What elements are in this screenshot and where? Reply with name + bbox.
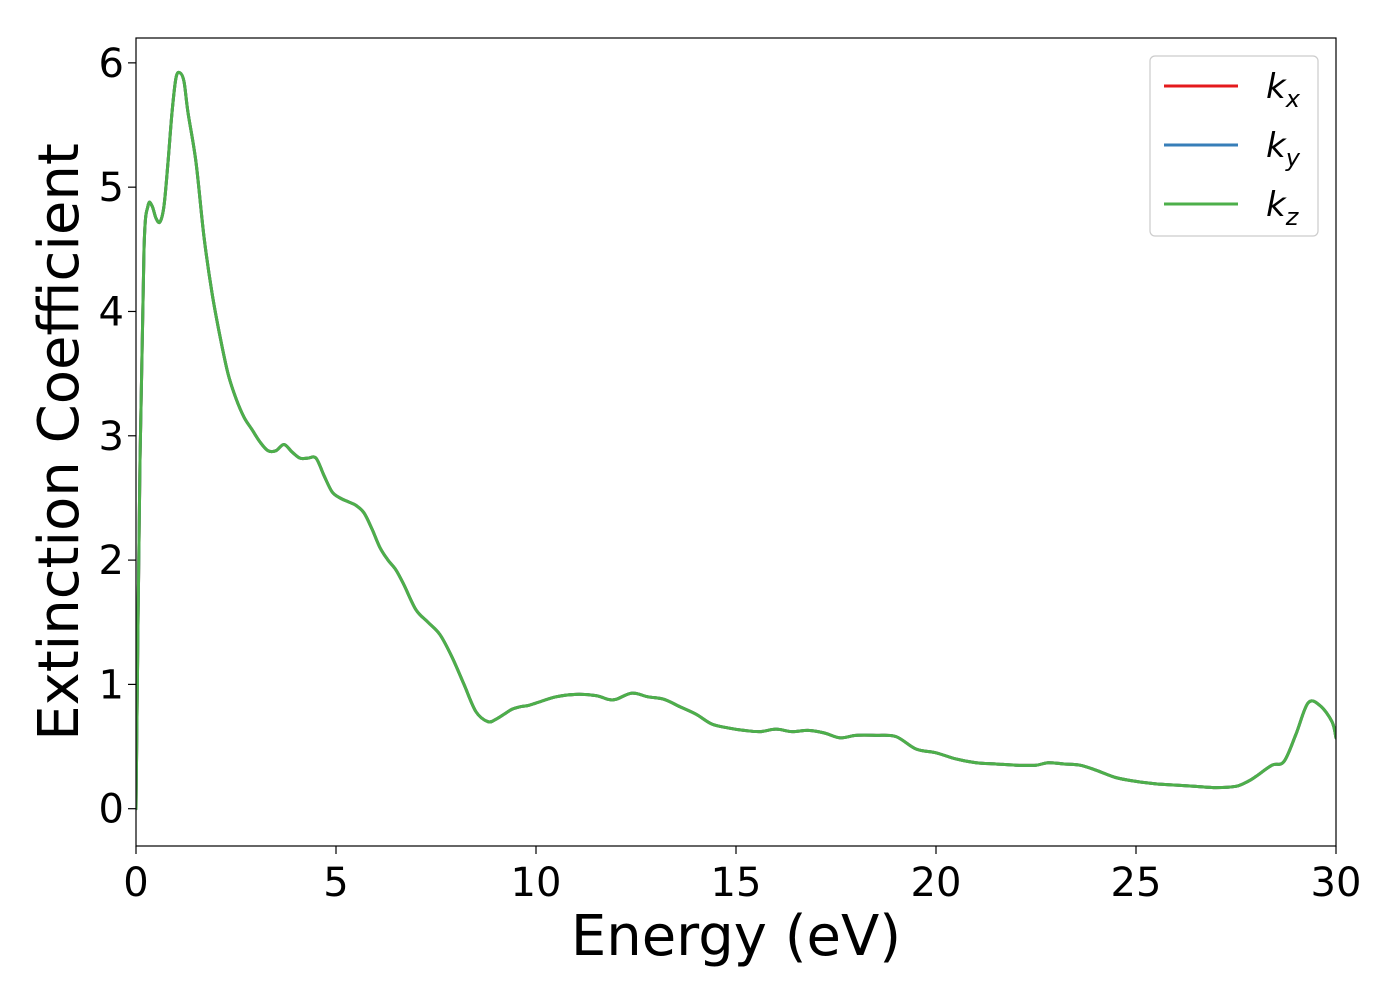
y-axis-ticks: 0 1 2 3 4 5 6 xyxy=(99,41,136,833)
y-tick-label: 2 xyxy=(99,538,124,584)
y-tick-label: 1 xyxy=(99,662,124,708)
y-axis-title: Extinction Coefficient xyxy=(27,143,92,741)
legend: kx ky kz xyxy=(1149,55,1319,237)
x-tick-label: 30 xyxy=(1311,860,1362,906)
series-line-kz xyxy=(136,70,1336,811)
x-tick-label: 15 xyxy=(711,860,762,906)
y-tick-label: 4 xyxy=(99,289,124,335)
legend-entries: kx ky kz xyxy=(1164,67,1301,231)
y-tick-label: 6 xyxy=(99,41,124,87)
legend-label-kx: kx xyxy=(1266,67,1301,113)
x-axis-ticks: 0 5 10 15 20 25 30 xyxy=(123,846,1361,906)
x-tick-label: 10 xyxy=(511,860,562,906)
series-layer xyxy=(136,70,1336,811)
y-tick-label: 0 xyxy=(99,787,124,833)
legend-label-ky: ky xyxy=(1266,126,1301,172)
x-tick-label: 0 xyxy=(123,860,148,906)
x-tick-label: 20 xyxy=(911,860,962,906)
legend-label-kz: kz xyxy=(1266,185,1300,231)
x-tick-label: 25 xyxy=(1111,860,1162,906)
y-tick-label: 3 xyxy=(99,414,124,460)
y-tick-label: 5 xyxy=(99,165,124,211)
x-axis-title: Energy (eV) xyxy=(571,904,901,969)
x-tick-label: 5 xyxy=(323,860,348,906)
